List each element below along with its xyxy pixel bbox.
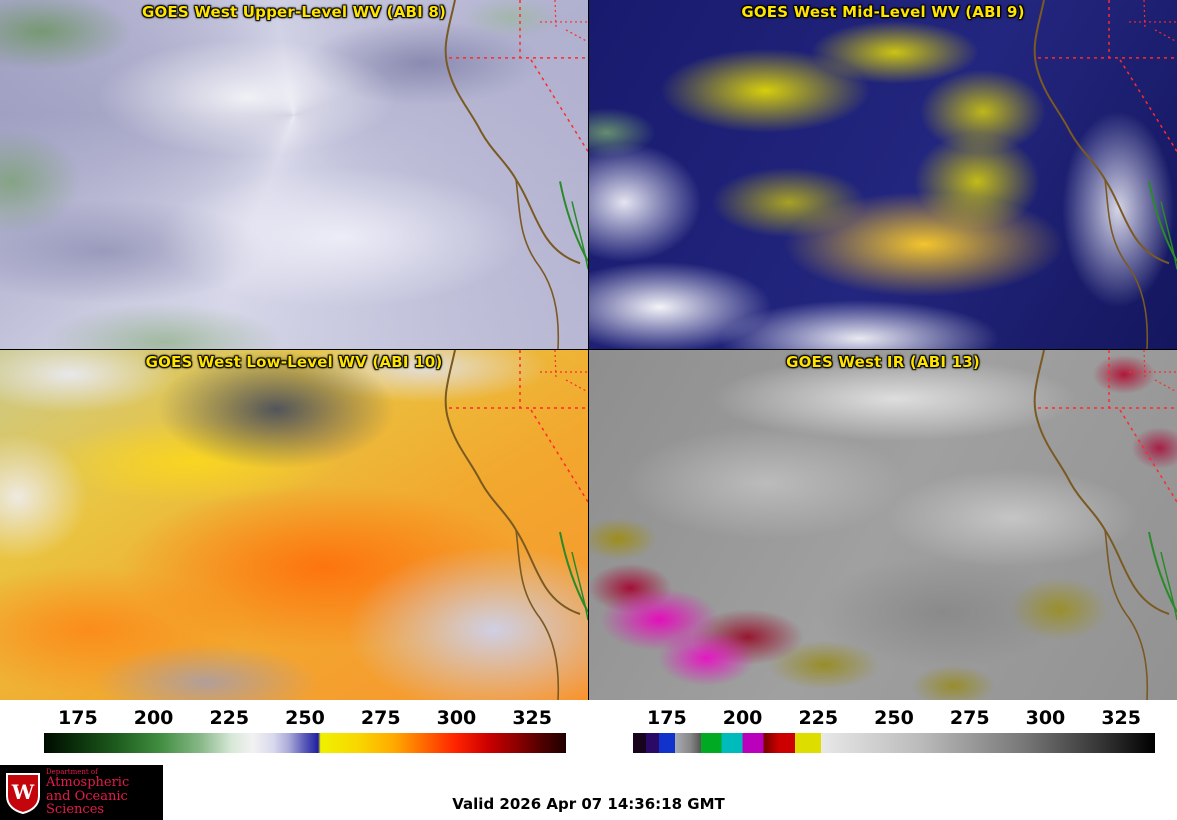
tick-label: 200: [722, 707, 763, 729]
valid-time-text: Valid 2026 Apr 07 14:36:18 GMT: [452, 795, 725, 813]
svg-text:W: W: [11, 780, 35, 804]
map-overlay-coastlines: [1033, 0, 1177, 349]
wv-scale: 175 200 225 250 275 300 325: [0, 706, 588, 753]
panel-title-mid-wv: GOES West Mid-Level WV (ABI 9): [741, 3, 1025, 21]
logo-oceanic-line: and Oceanic Sciences: [46, 788, 128, 818]
ir-scale: 175 200 225 250 275 300 325: [589, 706, 1177, 753]
ir-imagery: [589, 350, 1177, 700]
tick-label: 225: [209, 707, 250, 729]
tick-label: 200: [133, 707, 174, 729]
logo-dept-line: Department of: [46, 767, 98, 776]
footer: W Department of Atmospheric and Oceanic …: [0, 753, 1177, 820]
logo-text: Department of Atmospheric and Oceanic Sc…: [46, 767, 158, 818]
map-overlay-coastlines: [444, 350, 588, 700]
tick-label: 325: [1101, 707, 1141, 729]
tick-label: 275: [360, 707, 401, 729]
panel-title-ir: GOES West IR (ABI 13): [786, 353, 980, 371]
map-overlay-coastlines: [1033, 350, 1177, 700]
panel-title-low-wv: GOES West Low-Level WV (ABI 10): [145, 353, 443, 371]
panel-title-upper-wv: GOES West Upper-Level WV (ABI 8): [141, 3, 447, 21]
tick-label: 225: [798, 707, 839, 729]
tick-label: 300: [436, 707, 477, 729]
ir-scale-ticks: 175 200 225 250 275 300 325: [589, 706, 1177, 730]
uw-aos-logo: W Department of Atmospheric and Oceanic …: [0, 765, 163, 820]
ir-colorbar: [633, 733, 1155, 753]
panel-upper-level-wv: GOES West Upper-Level WV (ABI 8): [0, 0, 588, 349]
panel-ir: GOES West IR (ABI 13): [589, 350, 1177, 700]
tick-label: 250: [285, 707, 325, 729]
panel-low-level-wv: GOES West Low-Level WV (ABI 10): [0, 350, 588, 700]
mid-level-wv-imagery: [589, 0, 1177, 349]
tick-label: 175: [58, 707, 98, 729]
map-overlay-coastlines: [444, 0, 588, 349]
satellite-quad-grid: GOES West Upper-Level WV (ABI 8) GOES We…: [0, 0, 1177, 700]
panel-mid-level-wv: GOES West Mid-Level WV (ABI 9): [589, 0, 1177, 349]
tick-label: 250: [874, 707, 914, 729]
wv-colorbar: [44, 733, 566, 753]
logo-atmospheric-line: Atmospheric: [46, 775, 130, 791]
upper-level-wv-imagery: [0, 0, 588, 349]
uw-crest-icon: W: [6, 773, 40, 814]
tick-label: 325: [512, 707, 552, 729]
tick-label: 275: [949, 707, 990, 729]
tick-label: 300: [1025, 707, 1066, 729]
tick-label: 175: [647, 707, 687, 729]
wv-scale-ticks: 175 200 225 250 275 300 325: [0, 706, 588, 730]
colorbar-scales: 175 200 225 250 275 300 325 175 200 225 …: [0, 700, 1177, 753]
low-level-wv-imagery: [0, 350, 588, 700]
